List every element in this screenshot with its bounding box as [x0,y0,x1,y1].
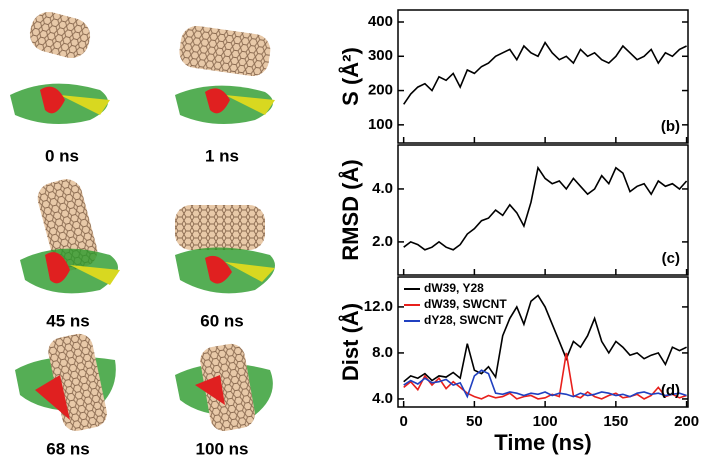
x-tick-label: 200 [674,413,699,430]
y-tick-label: 2.0 [372,233,393,250]
y-axis-label: Dist (Å) [337,303,363,381]
y-tick-label: 400 [368,13,393,30]
snapshot-label: 1 ns [205,146,239,165]
snapshot-label: 45 ns [46,311,89,330]
snapshot-1 [175,24,275,124]
snapshot-100 [175,342,273,434]
plot-frame [398,145,688,275]
snapshot-68 [15,331,116,433]
plot-frame [398,10,688,143]
y-axis-label: RMSD (Å) [337,159,363,260]
snapshot-0 [10,8,110,124]
y-axis-label: S (Å²) [337,47,363,106]
snapshot-label: 68 ns [46,439,89,458]
panel-label: (c) [662,250,680,267]
x-tick-label: 150 [603,413,628,430]
y-tick-label: 100 [368,116,393,133]
y-tick-label: 300 [368,47,393,64]
y-tick-label: 12.0 [364,298,393,315]
data-line [404,370,687,396]
y-tick-label: 4.0 [372,390,393,407]
snapshots: 0 ns 1 ns 45 ns 60 ns 68 ns 100 ns [10,8,275,459]
panel-label: (b) [661,118,680,135]
data-line [404,168,687,250]
legend-label: dW39, SWCNT [424,297,507,311]
x-tick-label: 100 [533,413,558,430]
x-tick-label: 0 [399,413,407,430]
y-tick-label: 8.0 [372,344,393,361]
snapshot-label: 100 ns [196,439,249,458]
figure: 0 ns 1 ns 45 ns 60 ns 68 ns 100 ns 100 20… [0,0,704,460]
snapshot-60 [175,205,275,293]
legend-label: dW39, Y28 [424,281,484,295]
data-line [404,43,687,105]
panel-label: (d) [661,382,680,399]
y-tick-label: 4.0 [372,180,393,197]
x-axis-label: Time (ns) [494,430,591,455]
page: 0 ns 1 ns 45 ns 60 ns 68 ns 100 ns 100 20… [0,0,704,460]
snapshot-45 [20,176,120,294]
snapshot-label: 0 ns [45,146,79,165]
x-tick-label: 50 [466,413,483,430]
snapshot-label: 60 ns [200,311,243,330]
y-tick-label: 200 [368,82,393,99]
legend-label: dY28, SWCNT [424,313,504,327]
